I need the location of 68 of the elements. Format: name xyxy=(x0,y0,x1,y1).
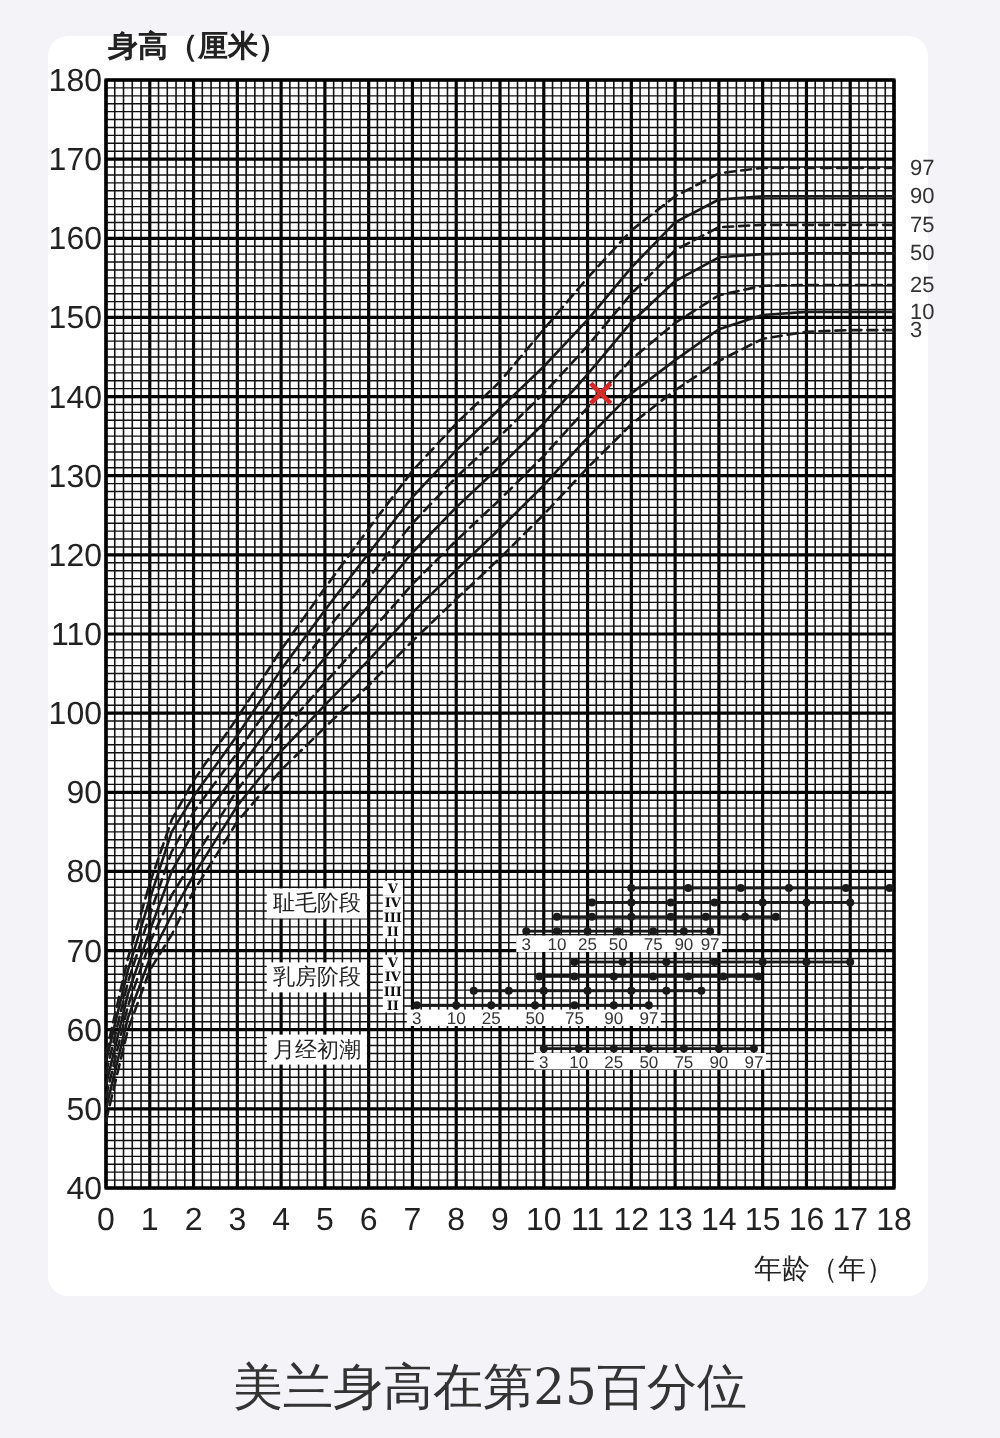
series-label: 90 xyxy=(604,1008,624,1029)
series-label: 97 xyxy=(700,934,721,955)
series-label: 97 xyxy=(744,1051,764,1072)
series-label: 75 xyxy=(564,1008,585,1029)
y-axis-title: 耻毛阶段 xyxy=(272,890,361,917)
x-tick-label: 16 xyxy=(788,1204,825,1238)
y-tick-label: 150 xyxy=(48,302,103,337)
series-label: 25 xyxy=(578,934,598,955)
x-tick-label: 8 xyxy=(447,1204,466,1238)
series-label: 75 xyxy=(674,1051,694,1072)
series-label: 10 xyxy=(569,1051,589,1072)
series-label: 10 xyxy=(446,1008,467,1029)
x-tick-label: 11 xyxy=(570,1204,605,1238)
x-tick-label: 18 xyxy=(876,1204,912,1238)
x-axis-title: 年龄（年） xyxy=(754,1252,894,1284)
x-tick-label: 6 xyxy=(359,1204,378,1238)
y-tick-label: 160 xyxy=(48,223,103,258)
series-label: 10 xyxy=(910,300,935,325)
series-label: 97 xyxy=(639,1008,659,1029)
text: 美兰身高在第25百分位 xyxy=(233,1358,747,1416)
y-tick-label: 60 xyxy=(66,1014,103,1049)
series-label: 3 xyxy=(412,1008,423,1029)
series-label: 3 xyxy=(910,319,923,344)
x-tick-label: 1 xyxy=(140,1204,159,1238)
y-tick-label: 40 xyxy=(66,1173,103,1207)
x-tick-label: 17 xyxy=(832,1204,869,1238)
y-tick-label: 90 xyxy=(66,777,103,812)
x-tick-label: 9 xyxy=(491,1204,510,1238)
x-tick-label: 7 xyxy=(403,1204,422,1238)
y-tick-label: 130 xyxy=(48,460,103,495)
y-axis-title: 身高（厘米） xyxy=(106,28,288,64)
y-tick-label: 70 xyxy=(66,935,103,970)
y-tick-label: 月经初潮 xyxy=(272,1036,361,1063)
y-axis-title: 乳房阶段 xyxy=(272,964,361,991)
x-tick-label: 13 xyxy=(657,1204,694,1238)
y-tick-label: 50 xyxy=(66,1093,103,1128)
series-label: 90 xyxy=(910,185,935,210)
y-tick-label: 110 xyxy=(50,619,103,653)
series-label: 50 xyxy=(910,242,935,267)
series-label: 50 xyxy=(525,1008,546,1029)
series-label: 90 xyxy=(709,1051,729,1072)
y-tick-label: 170 xyxy=(48,144,103,179)
x-tick-label: 12 xyxy=(613,1204,650,1238)
x-tick-label: 5 xyxy=(315,1204,334,1238)
series-label: 90 xyxy=(674,934,694,955)
series-label: 25 xyxy=(604,1051,624,1072)
x-tick-label: 4 xyxy=(272,1204,291,1238)
y-tick-label: 140 xyxy=(48,381,103,416)
x-tick-label: 10 xyxy=(525,1204,562,1238)
y-tick-label: 120 xyxy=(48,539,103,574)
series-label: 3 xyxy=(521,934,532,955)
series-label: 50 xyxy=(608,934,629,955)
x-tick-label: 0 xyxy=(97,1204,116,1238)
series-label: 75 xyxy=(643,934,664,955)
series-label: 10 xyxy=(547,934,567,955)
series-label: 3 xyxy=(539,1051,550,1072)
series-label: 75 xyxy=(910,213,935,238)
series-label: 97 xyxy=(910,156,935,181)
series-label: 25 xyxy=(910,273,935,298)
x-tick-label: 14 xyxy=(701,1204,737,1238)
series-label: 50 xyxy=(639,1051,659,1072)
series-label: 25 xyxy=(481,1008,502,1029)
x-tick-label: 3 xyxy=(228,1204,247,1238)
y-tick-label: 180 xyxy=(48,65,103,99)
y-tick-label: 100 xyxy=(48,698,103,733)
x-tick-label: 2 xyxy=(184,1204,203,1238)
y-tick-label: 80 xyxy=(66,856,103,891)
x-tick-label: 15 xyxy=(744,1204,781,1238)
